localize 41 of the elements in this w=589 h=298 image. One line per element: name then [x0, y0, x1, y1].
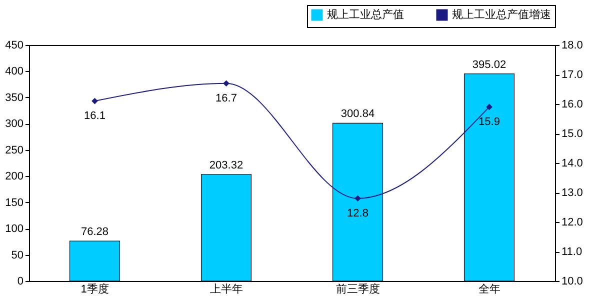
y-tick-label: 200: [5, 170, 24, 183]
data-label: 300.84: [340, 108, 375, 120]
data-label: 12.8: [347, 207, 368, 220]
y-tick-label: 300: [5, 118, 24, 130]
x-tick-label: 1季度: [80, 282, 109, 296]
y2-tick-label: 10.0: [562, 276, 583, 288]
point: [223, 80, 230, 87]
data-label: 203.32: [209, 159, 244, 172]
x-tick-label: 全年: [478, 284, 500, 296]
x-tick-label: 上半年: [210, 282, 243, 296]
y-tick-label: 250: [5, 144, 24, 156]
bar: [69, 240, 120, 282]
y-tick-label: 400: [5, 66, 24, 78]
y-tick-label: 350: [5, 92, 24, 104]
y-tick-label: 150: [5, 196, 24, 209]
y2-tick-label: 14.0: [562, 158, 583, 170]
y2-tick-label: 11.0: [562, 246, 582, 258]
y-tick-label: 50: [11, 249, 24, 262]
bar: [464, 74, 515, 282]
legend-label: 规上工业总产值: [327, 8, 404, 21]
y2-tick-label: 15.0: [562, 128, 583, 140]
y2-tick-label: 16.0: [562, 98, 583, 110]
y2-tick-label: 18.0: [562, 40, 583, 52]
point: [486, 104, 492, 110]
y-tick-label: 450: [5, 40, 24, 52]
y2-tick-label: 13.0: [562, 187, 583, 199]
data-label: 395.02: [472, 58, 506, 71]
point: [92, 98, 98, 104]
data-label: 16.7: [216, 92, 237, 104]
y-tick-label: 100: [5, 223, 24, 236]
y-tick-label: 0: [17, 276, 24, 288]
data-label: 15.9: [478, 116, 500, 128]
y2-tick-label: 12.0: [562, 216, 583, 228]
x-tick-label: 前三季度: [336, 282, 380, 296]
y2-tick-label: 17.0: [562, 69, 583, 81]
bar: [200, 174, 252, 282]
bar: [332, 122, 384, 282]
legend-label: 规上工业总产值增速: [452, 8, 551, 21]
data-label: 76.28: [80, 226, 109, 238]
data-label: 16.1: [84, 110, 106, 122]
point: [354, 195, 361, 202]
